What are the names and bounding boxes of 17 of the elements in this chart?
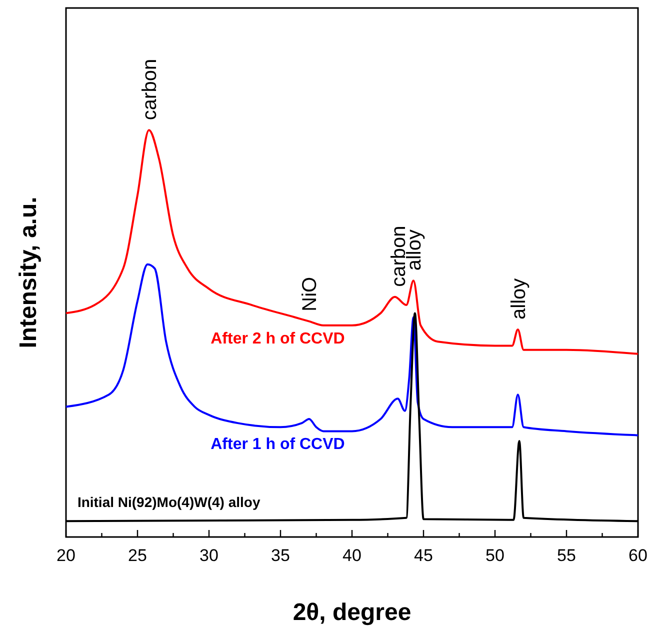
- x-axis-title: 2θ, degree: [292, 599, 412, 626]
- annotation: carbon: [138, 58, 161, 120]
- series-label: After 1 h of CCVD: [210, 436, 345, 454]
- x-tick-label: 20: [56, 546, 76, 565]
- x-tick-label: 30: [200, 546, 218, 565]
- x-tick-label: 60: [628, 546, 648, 565]
- x-tick-label: 45: [414, 546, 433, 565]
- x-tick-label: 55: [557, 546, 576, 565]
- x-tick-label: 25: [128, 546, 147, 565]
- x-tick-label: 50: [486, 546, 504, 565]
- series-label: After 2 h of CCVD: [210, 330, 345, 348]
- annotation: alloy: [508, 278, 530, 320]
- series-label: Initial Ni(92)Mo(4)W(4) alloy: [77, 494, 260, 510]
- x-tick-label: 35: [271, 546, 290, 565]
- x-tick-label: 40: [342, 546, 362, 565]
- y-axis-title: Intensity, a.u.: [15, 196, 42, 348]
- annotation: NiO: [299, 276, 322, 312]
